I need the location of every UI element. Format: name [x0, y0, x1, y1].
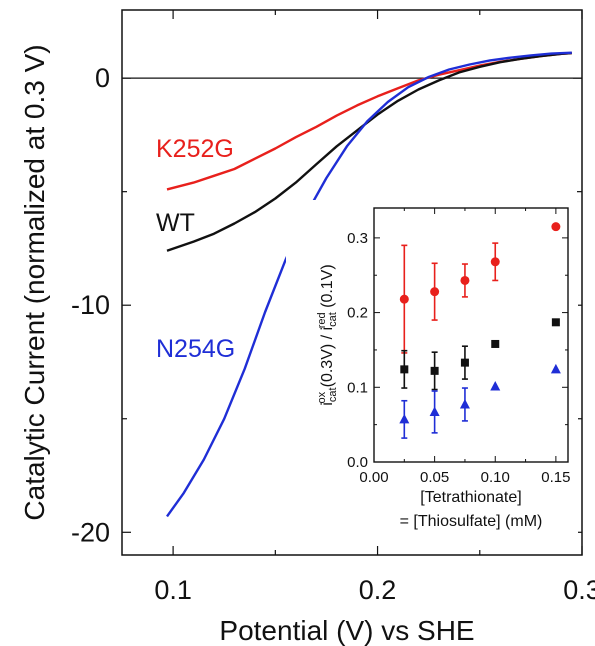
inset-y-axis-title-part: (0.3V) / i	[319, 327, 336, 392]
inset-point-circle	[490, 257, 500, 267]
y-tick-label: -20	[71, 517, 110, 547]
series-line-n254g	[166, 51, 572, 518]
inset-y-tick-label: 0.2	[347, 305, 368, 322]
inset-y-axis-title-part: (0.1V)	[319, 264, 336, 312]
inset-y-axis-title-part: ox	[316, 391, 328, 403]
inset-plot: 0.00 0.05 0.10 0.15 0.0 0.1 0.2 0.3 [Tetrathiona…	[286, 200, 578, 540]
inset-point-square	[551, 318, 560, 327]
series-label-wt: WT	[156, 209, 195, 237]
inset-y-axis-title-part: red	[316, 312, 328, 328]
inset-point-triangle	[399, 413, 410, 424]
inset-point-triangle	[429, 406, 440, 416]
series-label-n254g: N254G	[156, 335, 235, 363]
inset-point-circle	[460, 275, 470, 285]
inset-point-circle	[430, 287, 440, 297]
y-tick-label: 0	[95, 63, 110, 93]
inset-x-axis-title-line1: [Tetrathionate]	[420, 489, 521, 506]
inset-y-axis-title-part: i	[319, 402, 336, 406]
inset-y-axis-title-part: cat	[327, 312, 339, 327]
inset-point-triangle	[490, 381, 501, 391]
series-label-k252g: K252G	[156, 135, 234, 163]
x-tick-label: 0.1	[154, 575, 192, 605]
inset-point-square	[400, 365, 409, 374]
inset-point-square	[430, 366, 439, 375]
inset-x-axis-title-line2: = [Thiosulfate] (mM)	[400, 513, 543, 530]
inset-point-circle	[399, 294, 409, 304]
inset-x-tick-label: 0.15	[541, 469, 570, 486]
x-axis-title: Potential (V) vs SHE	[219, 615, 474, 646]
inset-frame	[373, 207, 569, 463]
inset-point-circle	[551, 222, 561, 232]
y-axis-title: Catalytic Current (normalized at 0.3 V)	[19, 44, 50, 520]
inset-point-triangle	[550, 363, 561, 374]
inset-point-square	[460, 358, 469, 367]
main-plot: 0.1 0.2 0.3 0 -10 -20 Potential (V) vs SHE Cata…	[19, 9, 595, 646]
inset-x-tick-label: 0.05	[420, 469, 449, 486]
inset-point-triangle	[459, 398, 470, 409]
series-line-wt	[166, 51, 572, 252]
inset-y-tick-label: 0.1	[347, 379, 368, 396]
inset-point-square	[491, 339, 500, 348]
x-tick-label: 0.2	[359, 575, 397, 605]
plot-frame	[121, 9, 583, 556]
inset-y-axis-title: icatox (0.3V) / icatred (0.1V)	[316, 264, 339, 405]
x-tick-label: 0.3	[563, 575, 595, 605]
inset-y-tick-label: 0.3	[347, 230, 368, 247]
inset-x-tick-label: 0.00	[359, 469, 388, 486]
y-tick-label: -10	[71, 290, 110, 320]
inset-y-axis-title-part: cat	[327, 387, 339, 402]
inset-y-tick-label: 0.0	[347, 454, 368, 471]
inset-x-tick-label: 0.10	[481, 469, 510, 486]
